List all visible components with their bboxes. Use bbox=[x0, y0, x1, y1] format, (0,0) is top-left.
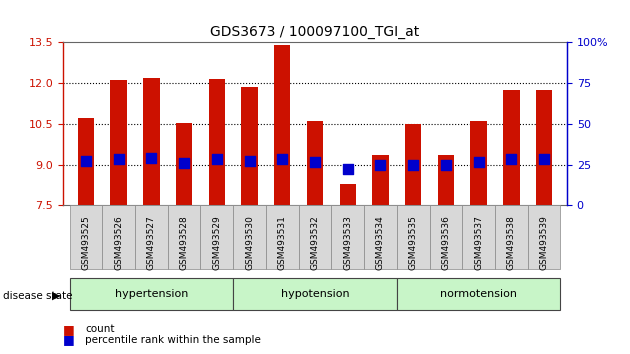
Text: GSM493538: GSM493538 bbox=[507, 215, 516, 270]
Text: normotension: normotension bbox=[440, 289, 517, 299]
Bar bbox=[274, 45, 290, 205]
Text: GSM493530: GSM493530 bbox=[245, 215, 254, 270]
Point bbox=[507, 156, 517, 162]
FancyBboxPatch shape bbox=[102, 205, 135, 269]
Text: GSM493534: GSM493534 bbox=[376, 215, 385, 270]
FancyBboxPatch shape bbox=[462, 205, 495, 269]
FancyBboxPatch shape bbox=[397, 278, 561, 310]
FancyBboxPatch shape bbox=[299, 205, 331, 269]
Point bbox=[539, 156, 549, 162]
Text: GSM493528: GSM493528 bbox=[180, 215, 188, 270]
Bar bbox=[307, 121, 323, 205]
Text: disease state: disease state bbox=[3, 291, 72, 301]
Text: GSM493533: GSM493533 bbox=[343, 215, 352, 270]
Bar bbox=[503, 90, 520, 205]
Bar bbox=[143, 78, 159, 205]
Bar bbox=[438, 155, 454, 205]
Text: ▶: ▶ bbox=[52, 291, 60, 301]
Text: ■: ■ bbox=[63, 323, 75, 336]
Point bbox=[441, 162, 451, 167]
Text: hypotension: hypotension bbox=[281, 289, 349, 299]
Point bbox=[179, 160, 189, 166]
Text: GSM493537: GSM493537 bbox=[474, 215, 483, 270]
Point bbox=[343, 166, 353, 172]
Bar bbox=[372, 155, 389, 205]
Text: GDS3673 / 100097100_TGI_at: GDS3673 / 100097100_TGI_at bbox=[210, 25, 420, 39]
FancyBboxPatch shape bbox=[69, 205, 102, 269]
FancyBboxPatch shape bbox=[331, 205, 364, 269]
Point bbox=[310, 159, 320, 165]
FancyBboxPatch shape bbox=[364, 205, 397, 269]
Text: percentile rank within the sample: percentile rank within the sample bbox=[85, 335, 261, 345]
FancyBboxPatch shape bbox=[397, 205, 430, 269]
Text: GSM493526: GSM493526 bbox=[114, 215, 123, 270]
Bar bbox=[405, 124, 421, 205]
Bar bbox=[209, 79, 225, 205]
FancyBboxPatch shape bbox=[233, 278, 397, 310]
FancyBboxPatch shape bbox=[69, 278, 233, 310]
Text: hypertension: hypertension bbox=[115, 289, 188, 299]
Point bbox=[146, 155, 156, 161]
Text: GSM493535: GSM493535 bbox=[409, 215, 418, 270]
Text: GSM493532: GSM493532 bbox=[311, 215, 319, 270]
Text: GSM493529: GSM493529 bbox=[212, 215, 221, 270]
Bar bbox=[241, 87, 258, 205]
FancyBboxPatch shape bbox=[495, 205, 528, 269]
Point bbox=[212, 156, 222, 162]
FancyBboxPatch shape bbox=[528, 205, 561, 269]
Text: GSM493525: GSM493525 bbox=[81, 215, 91, 270]
FancyBboxPatch shape bbox=[233, 205, 266, 269]
FancyBboxPatch shape bbox=[135, 205, 168, 269]
Point bbox=[113, 156, 123, 162]
Text: GSM493536: GSM493536 bbox=[442, 215, 450, 270]
Point bbox=[375, 162, 386, 167]
Bar bbox=[536, 90, 553, 205]
FancyBboxPatch shape bbox=[200, 205, 233, 269]
Text: count: count bbox=[85, 324, 115, 334]
Point bbox=[277, 156, 287, 162]
FancyBboxPatch shape bbox=[430, 205, 462, 269]
FancyBboxPatch shape bbox=[168, 205, 200, 269]
Point bbox=[81, 158, 91, 164]
Text: GSM493531: GSM493531 bbox=[278, 215, 287, 270]
Text: ■: ■ bbox=[63, 333, 75, 346]
Bar bbox=[77, 119, 94, 205]
Bar bbox=[176, 122, 192, 205]
Point bbox=[474, 159, 484, 165]
Point bbox=[244, 158, 255, 164]
Text: GSM493539: GSM493539 bbox=[539, 215, 549, 270]
Bar bbox=[471, 121, 487, 205]
Bar bbox=[340, 184, 356, 205]
FancyBboxPatch shape bbox=[266, 205, 299, 269]
Text: GSM493527: GSM493527 bbox=[147, 215, 156, 270]
Bar bbox=[110, 80, 127, 205]
Point bbox=[408, 162, 418, 167]
